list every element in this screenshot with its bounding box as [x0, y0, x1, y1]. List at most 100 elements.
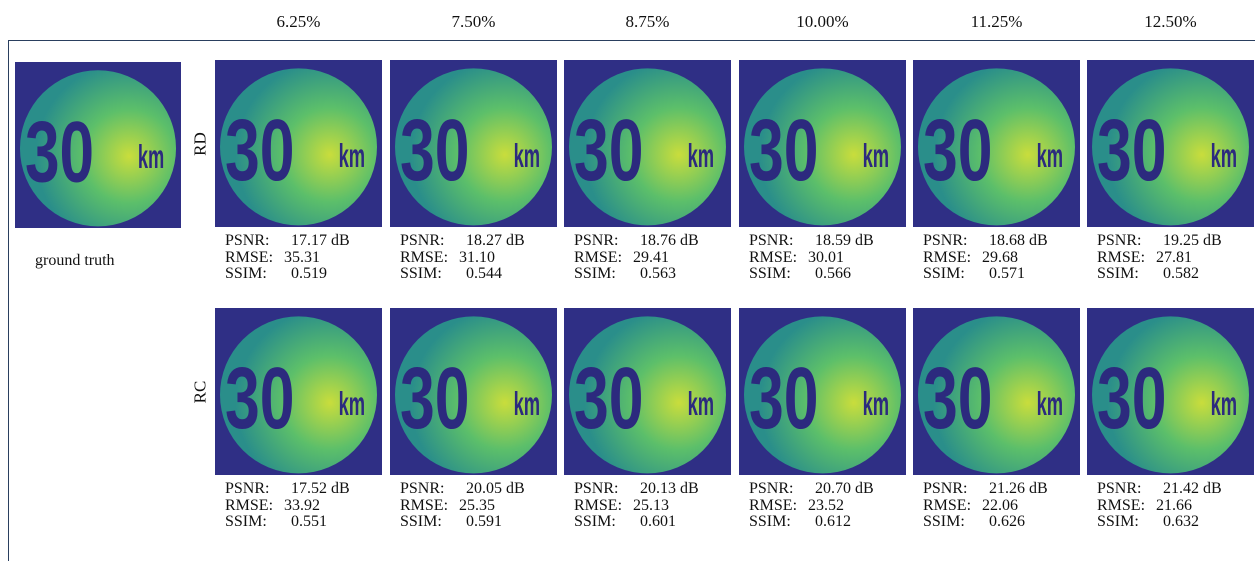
metric-value: 17.52 dB: [291, 481, 350, 497]
reconstruction-image: 30 km: [564, 308, 731, 475]
sign-unit: km: [1211, 137, 1238, 174]
sign-number: 30: [1097, 351, 1167, 447]
metric-value: 0.519: [291, 266, 327, 282]
column-label: 12.50%: [1144, 13, 1196, 30]
metric-label: RMSE:: [225, 498, 273, 514]
metric-value: 19.25 dB: [1163, 233, 1222, 249]
metric-value: 0.632: [1163, 514, 1199, 530]
sign-number: 30: [225, 103, 295, 199]
metric-label: SSIM:: [749, 266, 791, 282]
row-label: RC: [192, 381, 209, 404]
metric-label: SSIM:: [225, 266, 267, 282]
metric-value: 31.10: [459, 250, 495, 266]
metric-label: PSNR:: [1097, 233, 1141, 249]
metric-label: RMSE:: [923, 498, 971, 514]
sign-unit: km: [514, 137, 541, 174]
metric-value: 18.68 dB: [989, 233, 1048, 249]
metric-label: PSNR:: [1097, 481, 1141, 497]
metric-value: 18.76 dB: [640, 233, 699, 249]
metric-label: RMSE:: [225, 250, 273, 266]
metric-label: SSIM:: [574, 514, 616, 530]
metric-label: RMSE:: [400, 498, 448, 514]
sign-unit: km: [138, 139, 164, 176]
metric-label: RMSE:: [1097, 498, 1145, 514]
metric-value: 0.551: [291, 514, 327, 530]
sign-number: 30: [225, 351, 295, 447]
metric-value: 27.81: [1156, 250, 1192, 266]
metric-label: PSNR:: [749, 481, 793, 497]
metric-value: 0.582: [1163, 266, 1199, 282]
metric-value: 33.92: [284, 498, 320, 514]
sign-number: 30: [749, 351, 819, 447]
sign-unit: km: [688, 137, 715, 174]
metric-label: RMSE:: [400, 250, 448, 266]
sign-number: 30: [400, 351, 470, 447]
metric-label: SSIM:: [1097, 514, 1139, 530]
column-label: 8.75%: [626, 13, 670, 30]
sign-unit: km: [863, 137, 890, 174]
metric-label: SSIM:: [923, 266, 965, 282]
metric-value: 0.566: [815, 266, 851, 282]
metric-label: SSIM:: [1097, 266, 1139, 282]
metric-value: 0.563: [640, 266, 676, 282]
reconstruction-image: 30 km: [215, 308, 382, 475]
metric-label: PSNR:: [400, 233, 444, 249]
caption: ground truth: [35, 253, 115, 269]
metric-label: SSIM:: [225, 514, 267, 530]
metric-value: 25.35: [459, 498, 495, 514]
metric-label: PSNR:: [749, 233, 793, 249]
reconstruction-image: 30 km: [739, 60, 906, 227]
metric-label: RMSE:: [574, 498, 622, 514]
sign-unit: km: [688, 385, 715, 422]
metric-value: 21.66: [1156, 498, 1192, 514]
metric-label: PSNR:: [225, 233, 269, 249]
metric-value: 21.42 dB: [1163, 481, 1222, 497]
metric-value: 21.26 dB: [989, 481, 1048, 497]
metric-label: RMSE:: [1097, 250, 1145, 266]
metric-label: PSNR:: [923, 481, 967, 497]
sign-unit: km: [1211, 385, 1238, 422]
sign-number: 30: [574, 351, 644, 447]
sign-number: 30: [749, 103, 819, 199]
sign-unit: km: [1037, 137, 1064, 174]
reconstruction-image: 30 km: [215, 60, 382, 227]
metric-value: 30.01: [808, 250, 844, 266]
sign-unit: km: [339, 137, 366, 174]
metric-label: PSNR:: [225, 481, 269, 497]
row-label: RD: [192, 132, 209, 156]
sign-number: 30: [574, 103, 644, 199]
column-label: 10.00%: [796, 13, 848, 30]
metric-label: PSNR:: [923, 233, 967, 249]
metric-value: 23.52: [808, 498, 844, 514]
metric-value: 22.06: [982, 498, 1018, 514]
metric-label: SSIM:: [400, 514, 442, 530]
metric-value: 29.41: [633, 250, 669, 266]
metric-label: PSNR:: [574, 233, 618, 249]
metric-label: SSIM:: [400, 266, 442, 282]
reconstruction-image: 30 km: [564, 60, 731, 227]
metric-value: 35.31: [284, 250, 320, 266]
reconstruction-image: 30 km: [390, 308, 557, 475]
metric-label: SSIM:: [923, 514, 965, 530]
reconstruction-image: 30km: [1087, 60, 1254, 227]
reconstruction-image: 30km: [913, 60, 1080, 227]
metric-label: RMSE:: [749, 250, 797, 266]
metric-value: 18.59 dB: [815, 233, 874, 249]
metric-value: 0.591: [466, 514, 502, 530]
sign-unit: km: [514, 385, 541, 422]
metric-value: 0.612: [815, 514, 851, 530]
metric-value: 29.68: [982, 250, 1018, 266]
metric-label: RMSE:: [574, 250, 622, 266]
sign-number: 30: [923, 351, 993, 447]
column-label: 6.25%: [277, 13, 321, 30]
metric-label: SSIM:: [749, 514, 791, 530]
metric-value: 20.70 dB: [815, 481, 874, 497]
metric-value: 20.13 dB: [640, 481, 699, 497]
sign-unit: km: [863, 385, 890, 422]
metric-value: 17.17 dB: [291, 233, 350, 249]
column-label: 7.50%: [452, 13, 496, 30]
sign-unit: km: [339, 385, 366, 422]
metric-label: PSNR:: [400, 481, 444, 497]
